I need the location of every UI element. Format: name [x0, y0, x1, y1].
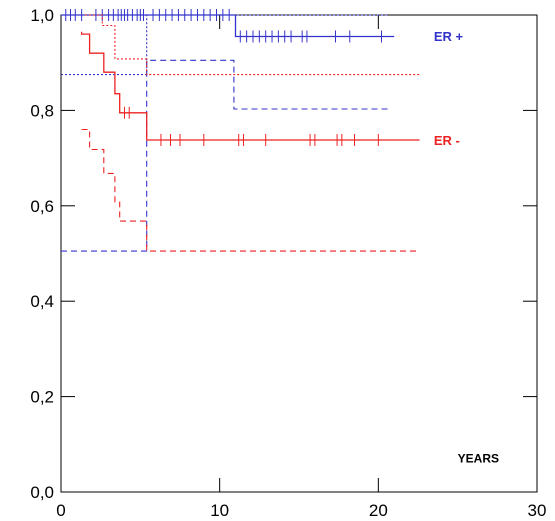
series-label-er-negative: ER - [434, 133, 460, 148]
y-tick-label: 0,2 [30, 388, 54, 407]
x-tick-label: 0 [56, 501, 65, 520]
plot-frame [60, 14, 538, 493]
x-tick-label: 20 [369, 501, 388, 520]
y-tick-label: 0,8 [30, 101, 54, 120]
y-tick-label: 0,4 [30, 292, 54, 311]
x-axis-title: YEARS [458, 452, 499, 466]
x-tick-label: 30 [528, 501, 547, 520]
series-4-estimate-line [80, 31, 420, 141]
series-2-lower-confidence-limit-line [61, 59, 388, 252]
x-tick-label: 10 [210, 501, 229, 520]
y-tick-label: 0,0 [30, 483, 54, 502]
series-label-er-positive: ER + [434, 29, 464, 44]
y-tick-label: 0,6 [30, 197, 54, 216]
y-tick-label: 1,0 [30, 6, 54, 25]
series-0-estimate-line [61, 14, 395, 38]
series-6-lower-confidence-limit-line [81, 128, 420, 252]
series-5-upper-confidence-limit-line [84, 14, 420, 76]
